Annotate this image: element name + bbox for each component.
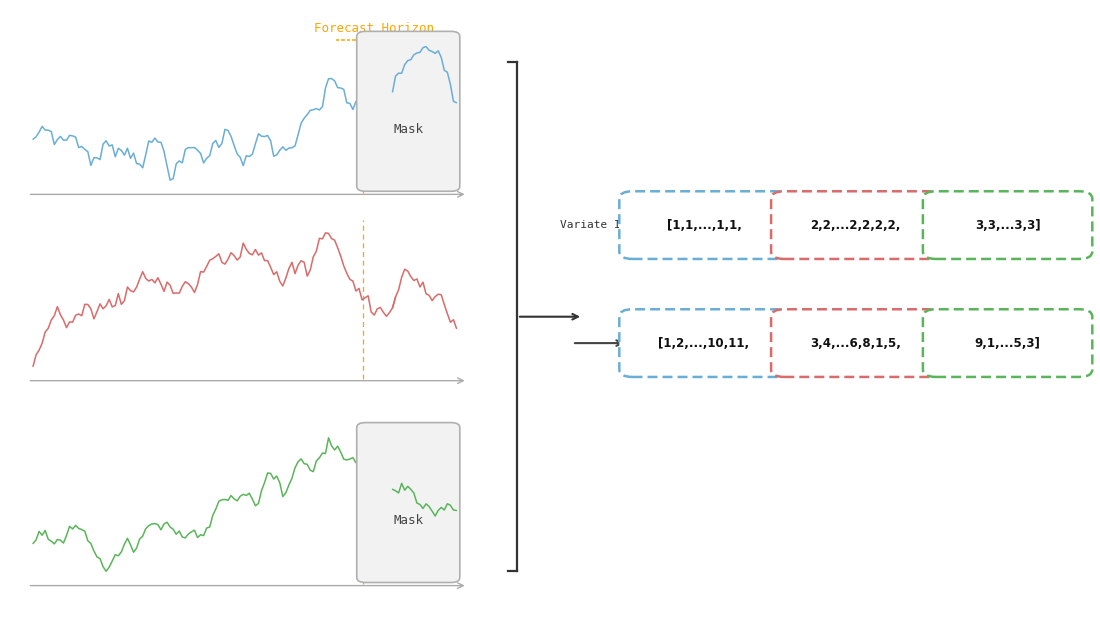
Text: Forecast Horizon: Forecast Horizon [315,22,434,35]
FancyBboxPatch shape [356,31,460,191]
Text: Variate ID: Variate ID [560,220,627,230]
Text: 9,1,...5,3]: 9,1,...5,3] [975,337,1041,350]
FancyBboxPatch shape [923,191,1092,259]
FancyBboxPatch shape [356,422,460,582]
Text: Mask: Mask [394,514,424,527]
Text: 3,4,...6,8,1,5,: 3,4,...6,8,1,5, [811,337,901,350]
FancyBboxPatch shape [619,309,789,377]
FancyBboxPatch shape [923,309,1092,377]
Text: 2,2,...2,2,2,2,: 2,2,...2,2,2,2, [811,219,901,232]
FancyBboxPatch shape [771,191,940,259]
FancyBboxPatch shape [771,309,940,377]
Text: 3,3,...3,3]: 3,3,...3,3] [975,219,1041,232]
Text: Mask: Mask [394,123,424,136]
FancyBboxPatch shape [619,191,789,259]
Text: [1,1,...,1,1,: [1,1,...,1,1, [667,219,741,232]
Text: [1,2,...,10,11,: [1,2,...,10,11, [659,337,749,350]
